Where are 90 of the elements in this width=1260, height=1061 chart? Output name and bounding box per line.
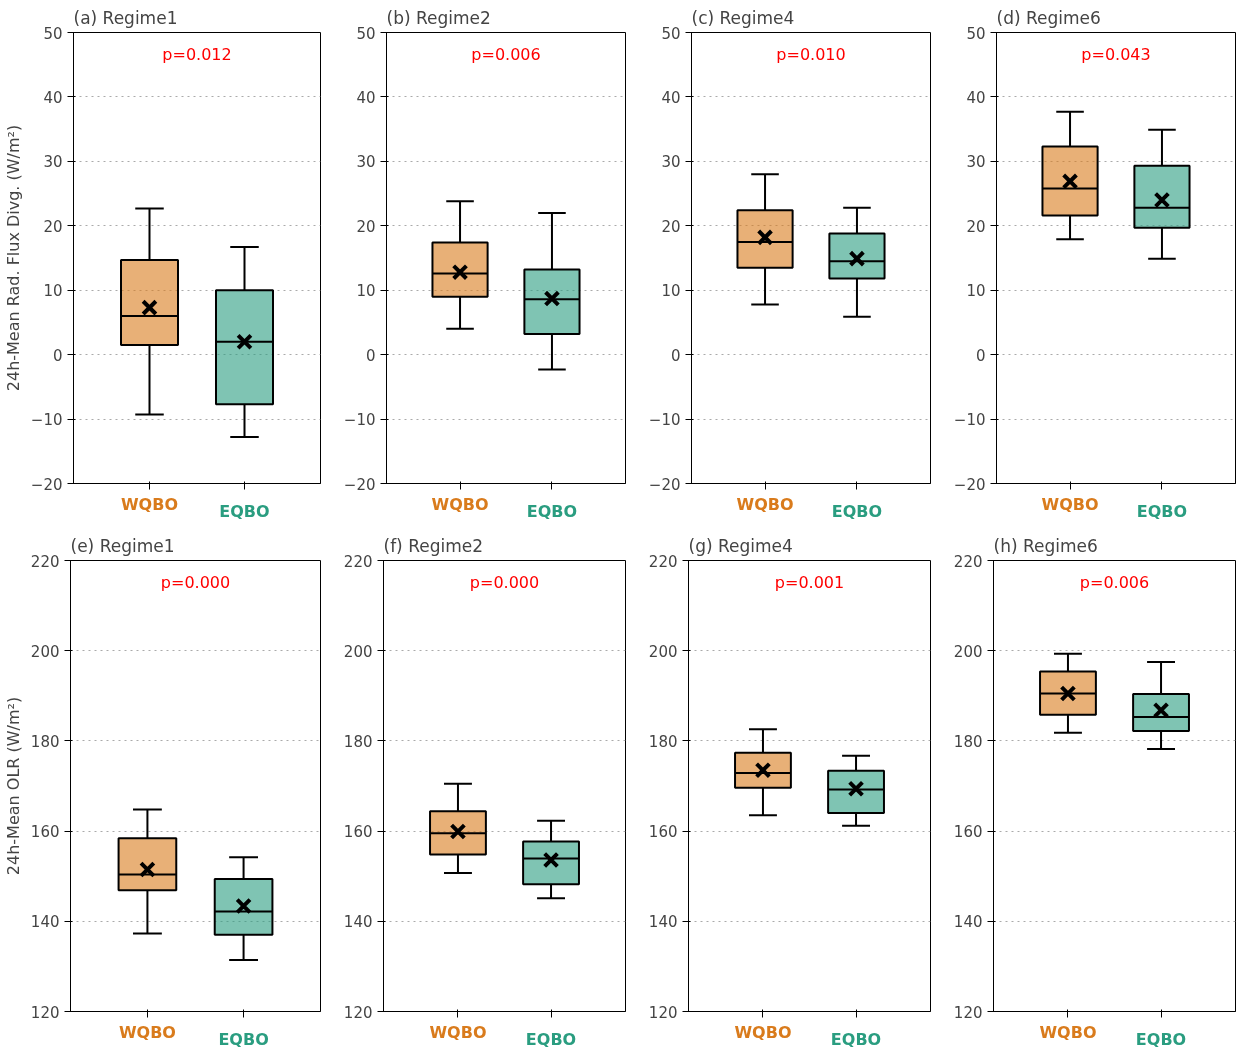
y-tick-label: 30 (356, 153, 376, 172)
y-tick-label: 220 (953, 552, 983, 571)
annotation: p=0.006 (471, 44, 541, 64)
chart-title: (a) Regime1 (73, 7, 178, 28)
chart-title: (f) Regime2 (383, 535, 484, 556)
y-tick-label: 140 (343, 913, 373, 932)
y-tick-label: 180 (30, 732, 60, 751)
y-tick-label: 140 (30, 913, 60, 932)
chart-title: (e) Regime1 (70, 535, 175, 556)
y-tick-label: 180 (953, 732, 983, 751)
y-tick-label: 160 (343, 823, 373, 842)
annotation: p=0.001 (774, 572, 845, 592)
y-tick-label: 10 (356, 282, 376, 301)
y-tick-label: 200 (343, 642, 373, 661)
y-tick-label: −20 (343, 475, 376, 494)
y-tick-label: 0 (365, 346, 376, 365)
x-tick-label: EQBO (218, 1029, 269, 1049)
y-tick-label: 200 (648, 642, 678, 661)
y-tick-label: 120 (648, 1003, 678, 1022)
y-tick-label: 0 (670, 346, 681, 365)
y-tick-label: 50 (966, 24, 986, 43)
y-tick-label: 10 (43, 282, 63, 301)
x-tick-label: WQBO (736, 494, 794, 514)
x-tick-label: WQBO (1041, 494, 1099, 514)
x-tick-label: WQBO (120, 494, 179, 514)
x-tick-label: WQBO (429, 1022, 487, 1042)
annotation: p=0.012 (162, 44, 232, 64)
x-tick-label: EQBO (525, 1029, 577, 1049)
y-tick-label: 120 (343, 1003, 373, 1022)
y-tick-label: 50 (43, 24, 63, 43)
chart-title: (c) Regime4 (691, 7, 795, 28)
y-tick-label: 140 (953, 913, 983, 932)
y-tick-label: 40 (661, 88, 681, 107)
y-tick-label: 180 (343, 732, 373, 751)
y-tick-label: −10 (648, 411, 681, 430)
y-tick-label: 160 (30, 823, 60, 842)
y-tick-label: −20 (953, 475, 986, 494)
x-tick-label: EQBO (831, 501, 883, 521)
y-tick-label: 160 (648, 823, 678, 842)
x-tick-label: EQBO (1136, 501, 1188, 521)
x-tick-label: EQBO (526, 501, 578, 521)
y-tick-label: 30 (43, 153, 63, 172)
y-tick-label: 10 (966, 282, 986, 301)
y-tick-label: −20 (648, 475, 681, 494)
y-tick-label: 180 (648, 732, 678, 751)
chart-title: (g) Regime4 (688, 535, 793, 556)
y-tick-label: 50 (356, 24, 376, 43)
annotation: p=0.043 (1081, 44, 1151, 64)
y-tick-label: 10 (661, 282, 681, 301)
y-tick-label: 0 (975, 346, 986, 365)
y-tick-label: 20 (356, 217, 376, 236)
y-axis-title: 24h-Mean OLR (W/m²) (3, 696, 23, 876)
y-tick-label: 30 (966, 153, 986, 172)
y-tick-label: −20 (30, 475, 63, 494)
x-tick-label: EQBO (830, 1029, 882, 1049)
y-tick-label: 20 (661, 217, 681, 236)
y-tick-label: 220 (343, 552, 373, 571)
x-tick-label: WQBO (431, 494, 489, 514)
y-tick-label: 20 (43, 217, 63, 236)
x-tick-label: EQBO (219, 501, 270, 521)
y-tick-label: 200 (30, 642, 60, 661)
chart-title: (h) Regime6 (993, 535, 1098, 556)
y-tick-label: −10 (343, 411, 376, 430)
y-tick-label: 30 (661, 153, 681, 172)
x-tick-label: WQBO (734, 1022, 792, 1042)
x-tick-label: WQBO (1039, 1022, 1097, 1042)
x-tick-label: WQBO (118, 1022, 176, 1042)
y-tick-label: 40 (966, 88, 986, 107)
y-tick-label: 220 (30, 552, 60, 571)
y-tick-label: 220 (648, 552, 678, 571)
annotation: p=0.000 (160, 572, 231, 592)
annotation: p=0.000 (469, 572, 540, 592)
y-tick-label: 120 (953, 1003, 983, 1022)
chart-title: (d) Regime6 (996, 7, 1101, 28)
y-tick-label: 160 (953, 823, 983, 842)
y-tick-label: −10 (30, 411, 63, 430)
y-tick-label: 0 (52, 346, 63, 365)
annotation: p=0.010 (776, 44, 846, 64)
y-tick-label: 50 (661, 24, 681, 43)
y-tick-label: 120 (30, 1003, 60, 1022)
annotation: p=0.006 (1079, 572, 1150, 592)
y-tick-label: 20 (966, 217, 986, 236)
y-tick-label: 40 (356, 88, 376, 107)
chart-title: (b) Regime2 (386, 7, 491, 28)
y-tick-label: 40 (43, 88, 63, 107)
y-tick-label: −10 (953, 411, 986, 430)
y-axis-title: 24h-Mean Rad. Flux Divg. (W/m²) (3, 124, 23, 392)
y-tick-label: 140 (648, 913, 678, 932)
x-tick-label: EQBO (1135, 1029, 1187, 1049)
y-tick-label: 200 (953, 642, 983, 661)
